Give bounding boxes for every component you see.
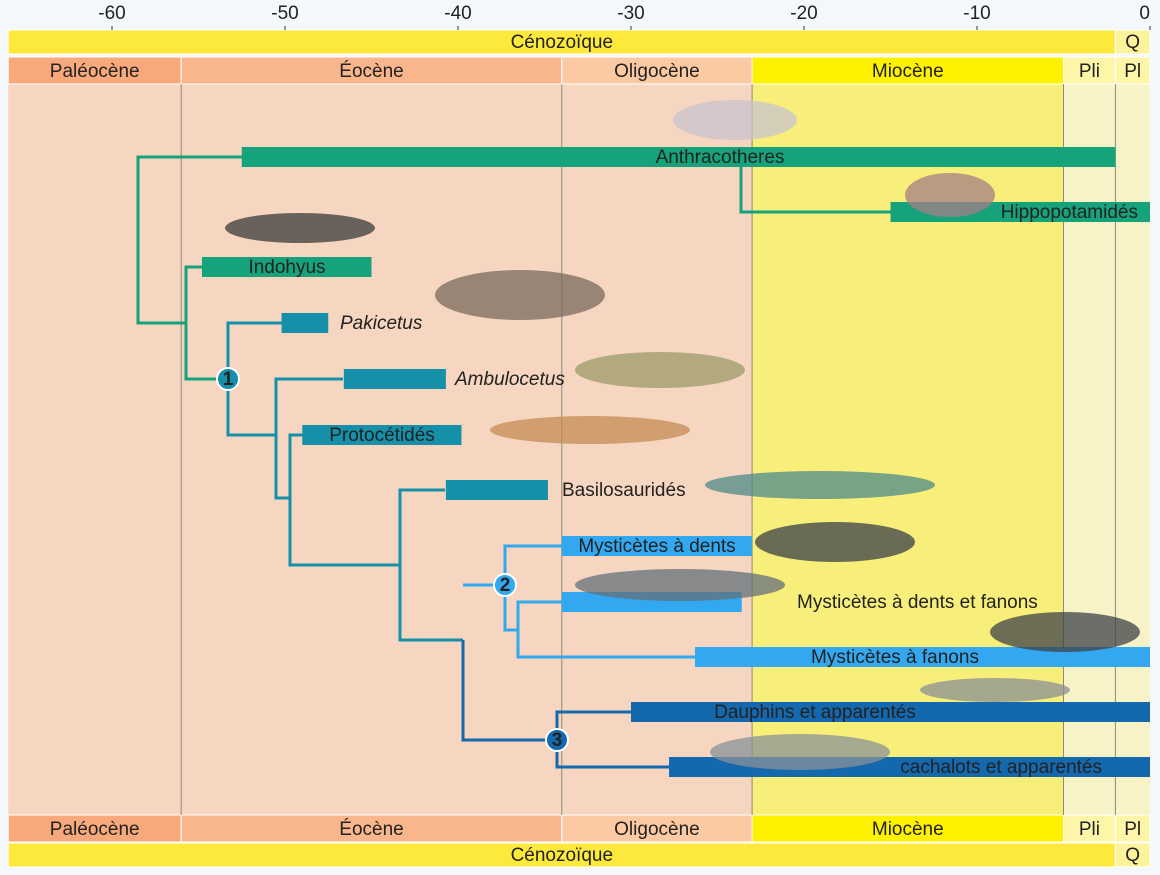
epoch-area	[181, 84, 562, 815]
taxon-bar	[631, 702, 1150, 722]
tick-label: 0	[1139, 3, 1150, 24]
epoch-label: Pli	[1079, 819, 1100, 840]
era-band	[7, 29, 1116, 55]
era-band	[1114, 29, 1151, 55]
taxon-label: Mysticètes à dents	[578, 536, 735, 557]
epoch-label: Éocène	[339, 61, 403, 82]
taxon-label: Dauphins et apparentés	[714, 702, 916, 723]
era-band	[1114, 842, 1151, 868]
node-label: 2	[500, 575, 511, 596]
tick-label: -50	[271, 3, 298, 24]
node-marker	[216, 367, 240, 391]
taxon-label: Indohyus	[248, 257, 325, 278]
tick-label: -20	[790, 3, 817, 24]
tick-label: -30	[617, 3, 644, 24]
epoch-label: Éocène	[339, 819, 403, 840]
taxon-bar	[343, 369, 446, 389]
taxon-bar	[281, 313, 329, 333]
epoch-label: Oligocène	[614, 61, 700, 82]
epoch-header	[1063, 56, 1116, 85]
epoch-area	[8, 84, 182, 815]
node-marker	[493, 573, 517, 597]
epoch-label: Paléocène	[50, 61, 140, 82]
taxon-bar	[302, 425, 462, 445]
epoch-header	[7, 56, 182, 85]
tick-label: -10	[963, 3, 990, 24]
epoch-label: Miocène	[872, 819, 944, 840]
taxon-bar	[695, 647, 1150, 667]
taxon-label: Protocétidés	[329, 425, 435, 446]
taxon-label: Hippopotamidés	[1001, 202, 1138, 223]
epoch-header	[751, 814, 1064, 843]
animal-illustrations	[225, 100, 1140, 770]
epoch-header	[180, 814, 563, 843]
taxon-bar	[241, 147, 1116, 167]
epoch-label: Pli	[1079, 61, 1100, 82]
taxon-label: Anthracotheres	[656, 147, 785, 168]
node-marker	[545, 728, 569, 752]
epoch-header	[561, 814, 753, 843]
foreground: Anthracotheres Hippopotamidés Indohyus Paki…	[201, 147, 1150, 778]
taxon-bar	[561, 536, 753, 556]
taxon-label: Pakicetus	[340, 313, 423, 334]
taxon-label: Ambulocetus	[454, 369, 565, 390]
tick-label: -40	[444, 3, 471, 24]
era-label: Q	[1125, 845, 1140, 866]
background: Paléocène Paléocène Éocène Éocène Oligocène O…	[7, 3, 1151, 868]
taxon-label: Mysticètes à dents et fanons	[797, 592, 1038, 613]
taxon-bar	[445, 480, 548, 500]
epoch-label: Pl	[1124, 61, 1141, 82]
epoch-header	[1063, 814, 1116, 843]
tick-label: -60	[98, 3, 125, 24]
epoch-label: Pl	[1124, 819, 1141, 840]
taxon-label: Basilosauridés	[562, 480, 686, 501]
epoch-area	[561, 84, 753, 815]
epoch-header	[1114, 814, 1151, 843]
taxon-bar	[201, 257, 372, 277]
era-label: Cénozoïque	[511, 845, 613, 866]
branch	[136, 155, 891, 381]
node-label: 3	[552, 730, 563, 751]
epoch-label: Miocène	[872, 61, 944, 82]
epoch-label: Paléocène	[50, 819, 140, 840]
era-label: Cénozoïque	[511, 32, 613, 53]
epoch-header	[561, 56, 753, 85]
epoch-header	[1114, 56, 1151, 85]
taxon-label: cachalots et apparentés	[900, 757, 1102, 778]
epoch-label: Oligocène	[614, 819, 700, 840]
node-label: 1	[223, 369, 234, 390]
taxon-label: Mysticètes à fanons	[811, 647, 979, 668]
era-label: Q	[1125, 32, 1140, 53]
epoch-header	[751, 56, 1064, 85]
